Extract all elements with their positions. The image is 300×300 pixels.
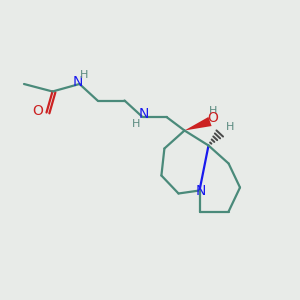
Text: H: H xyxy=(209,106,217,116)
Text: H: H xyxy=(132,118,141,129)
Text: H: H xyxy=(226,122,235,133)
Text: N: N xyxy=(196,184,206,198)
Text: N: N xyxy=(73,75,83,88)
Text: H: H xyxy=(80,70,88,80)
Polygon shape xyxy=(184,117,212,130)
Text: N: N xyxy=(139,107,149,121)
Text: O: O xyxy=(32,104,43,118)
Text: O: O xyxy=(208,111,218,125)
